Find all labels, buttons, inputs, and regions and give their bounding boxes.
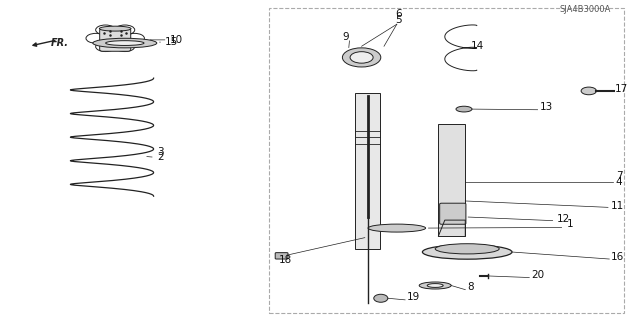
Text: 10: 10 xyxy=(170,35,183,45)
Ellipse shape xyxy=(368,224,426,232)
Text: 12: 12 xyxy=(557,214,570,224)
Text: 8: 8 xyxy=(467,282,474,292)
Text: 3: 3 xyxy=(157,147,163,157)
Ellipse shape xyxy=(435,244,499,254)
FancyBboxPatch shape xyxy=(100,29,131,51)
Text: FR.: FR. xyxy=(51,38,69,48)
Text: 9: 9 xyxy=(342,32,349,42)
Circle shape xyxy=(342,48,381,67)
Text: 4: 4 xyxy=(616,177,622,187)
Text: 15: 15 xyxy=(165,37,179,47)
Text: 1: 1 xyxy=(566,219,573,229)
FancyBboxPatch shape xyxy=(275,253,288,259)
Text: 13: 13 xyxy=(540,102,553,112)
FancyBboxPatch shape xyxy=(438,124,465,236)
Circle shape xyxy=(581,87,596,95)
Ellipse shape xyxy=(422,245,512,259)
Text: 17: 17 xyxy=(614,84,628,93)
Ellipse shape xyxy=(93,38,157,48)
Circle shape xyxy=(350,52,373,63)
Ellipse shape xyxy=(106,41,144,45)
Text: 16: 16 xyxy=(611,252,625,262)
Text: 18: 18 xyxy=(278,255,292,264)
Text: 19: 19 xyxy=(406,293,420,302)
Ellipse shape xyxy=(419,282,451,289)
Ellipse shape xyxy=(374,294,388,302)
Ellipse shape xyxy=(99,26,131,31)
FancyBboxPatch shape xyxy=(355,93,380,249)
Ellipse shape xyxy=(456,106,472,112)
Text: 11: 11 xyxy=(611,201,625,211)
Text: SJA4B3000A: SJA4B3000A xyxy=(560,5,611,14)
Text: 7: 7 xyxy=(616,171,622,181)
Text: 5: 5 xyxy=(395,15,401,25)
Text: 14: 14 xyxy=(470,41,484,51)
Text: 6: 6 xyxy=(395,9,401,19)
FancyBboxPatch shape xyxy=(440,203,466,224)
Ellipse shape xyxy=(428,284,444,287)
Text: 2: 2 xyxy=(157,152,163,161)
Text: 20: 20 xyxy=(531,270,545,280)
